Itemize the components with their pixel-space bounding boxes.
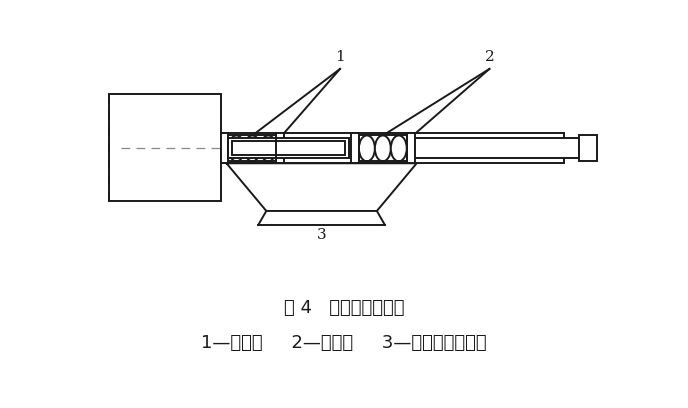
Ellipse shape [375, 135, 391, 161]
Text: 1: 1 [335, 50, 345, 64]
Bar [228, 135, 277, 161]
Bar [359, 135, 407, 161]
Bar [415, 138, 579, 158]
Text: 3: 3 [316, 228, 326, 242]
Bar [109, 94, 222, 201]
Ellipse shape [244, 135, 260, 161]
Ellipse shape [391, 135, 407, 161]
Bar [351, 133, 359, 163]
Ellipse shape [228, 135, 244, 161]
Bar [222, 133, 564, 163]
Bar [407, 133, 415, 163]
Bar [579, 135, 597, 161]
Text: 1—铜垫片     2—铜螺母     3—外接排接入位置: 1—铜垫片 2—铜螺母 3—外接排接入位置 [201, 334, 487, 352]
Ellipse shape [260, 135, 277, 161]
Ellipse shape [359, 135, 375, 161]
Bar [233, 142, 345, 155]
Bar [228, 138, 349, 158]
Text: 图 4   接线方式结构图: 图 4 接线方式结构图 [283, 299, 405, 317]
Bar [222, 133, 228, 163]
Text: 2: 2 [484, 50, 494, 64]
Bar [277, 133, 284, 163]
